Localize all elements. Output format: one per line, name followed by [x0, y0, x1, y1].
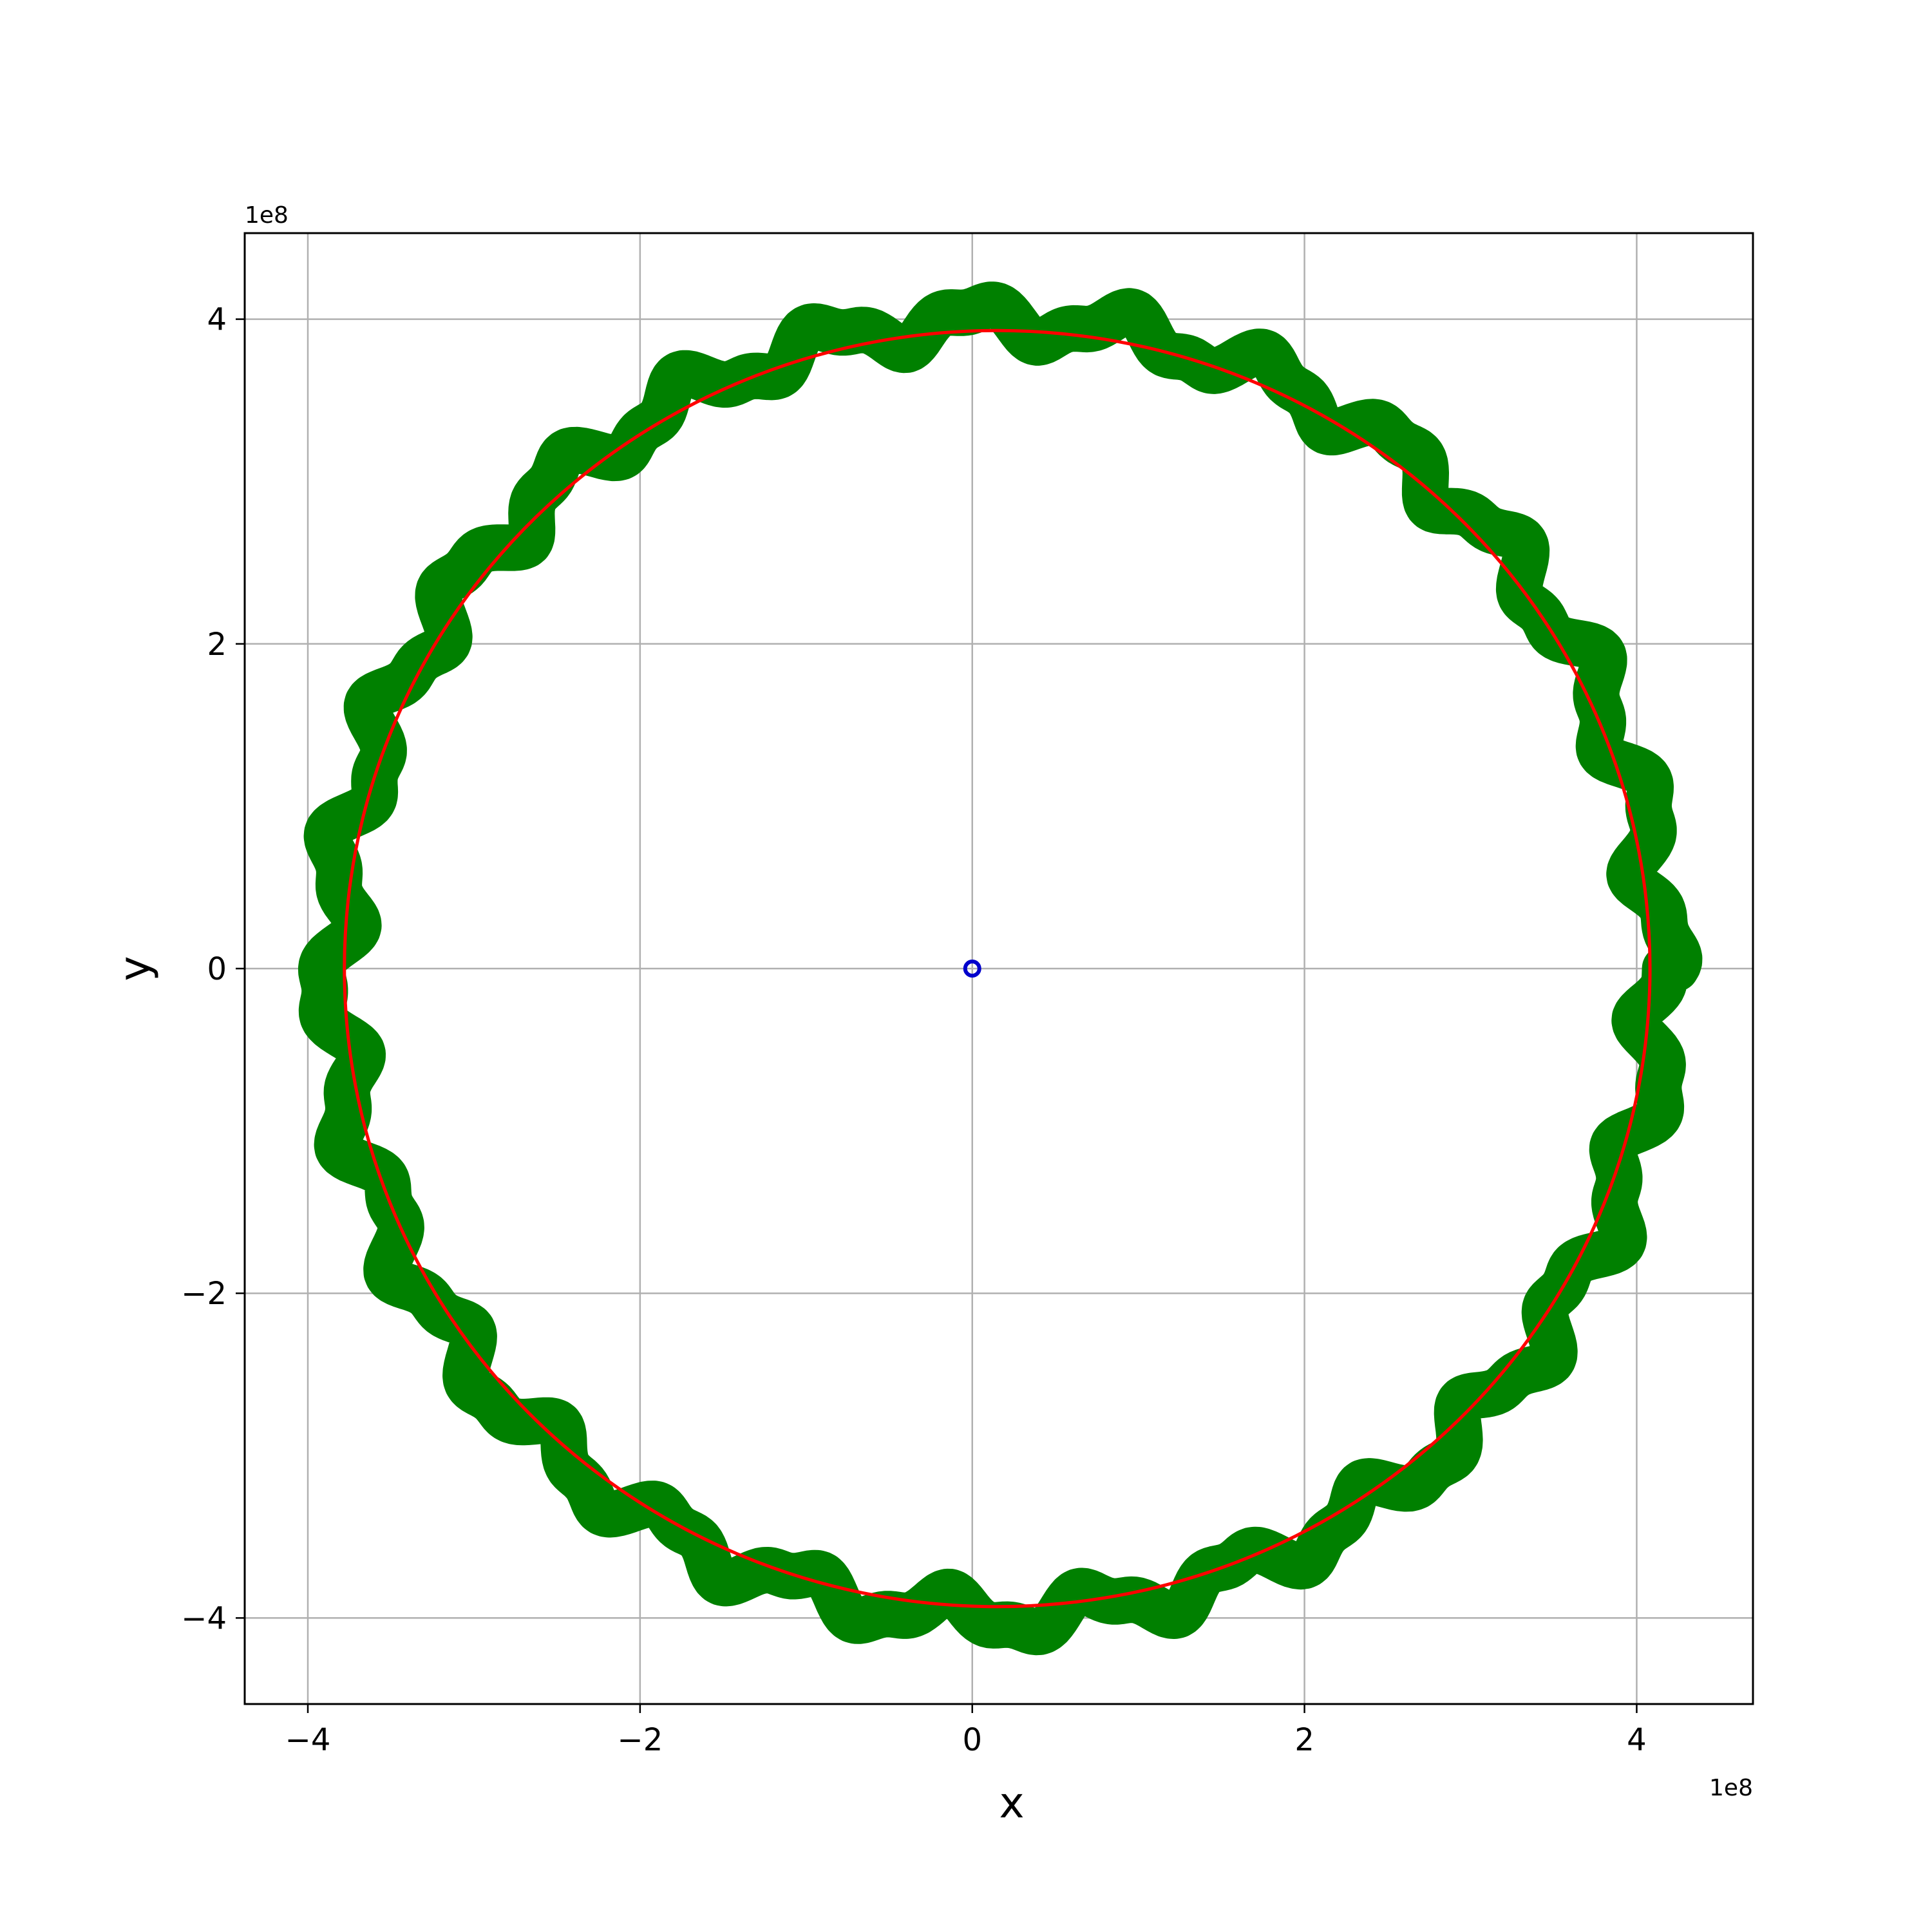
y-tick-label: −2	[181, 1276, 227, 1312]
ticks: −4 −2 0 2 4 −4 −2 0 2 4	[181, 302, 1646, 1758]
x-tick-label: 4	[1627, 1722, 1647, 1758]
plot-area	[298, 281, 1703, 1656]
green-orbit-line	[298, 281, 1703, 1656]
y-axis-offset-label: 1e8	[245, 202, 289, 229]
x-tick-label: 0	[962, 1722, 982, 1758]
x-axis-offset-label: 1e8	[1709, 1775, 1753, 1801]
x-tick-label: 2	[1294, 1722, 1314, 1758]
x-axis-label: x	[999, 1778, 1024, 1828]
x-tick-label: −2	[617, 1722, 663, 1758]
y-tick-label: 2	[207, 627, 227, 663]
red-orbit-line	[343, 328, 1652, 1609]
y-axis-label: y	[110, 956, 160, 981]
y-tick-label: −4	[181, 1600, 227, 1636]
x-tick-label: −4	[285, 1722, 331, 1758]
center-marker	[963, 960, 981, 978]
y-tick-label: 4	[207, 302, 227, 338]
y-tick-label: 0	[207, 951, 227, 987]
